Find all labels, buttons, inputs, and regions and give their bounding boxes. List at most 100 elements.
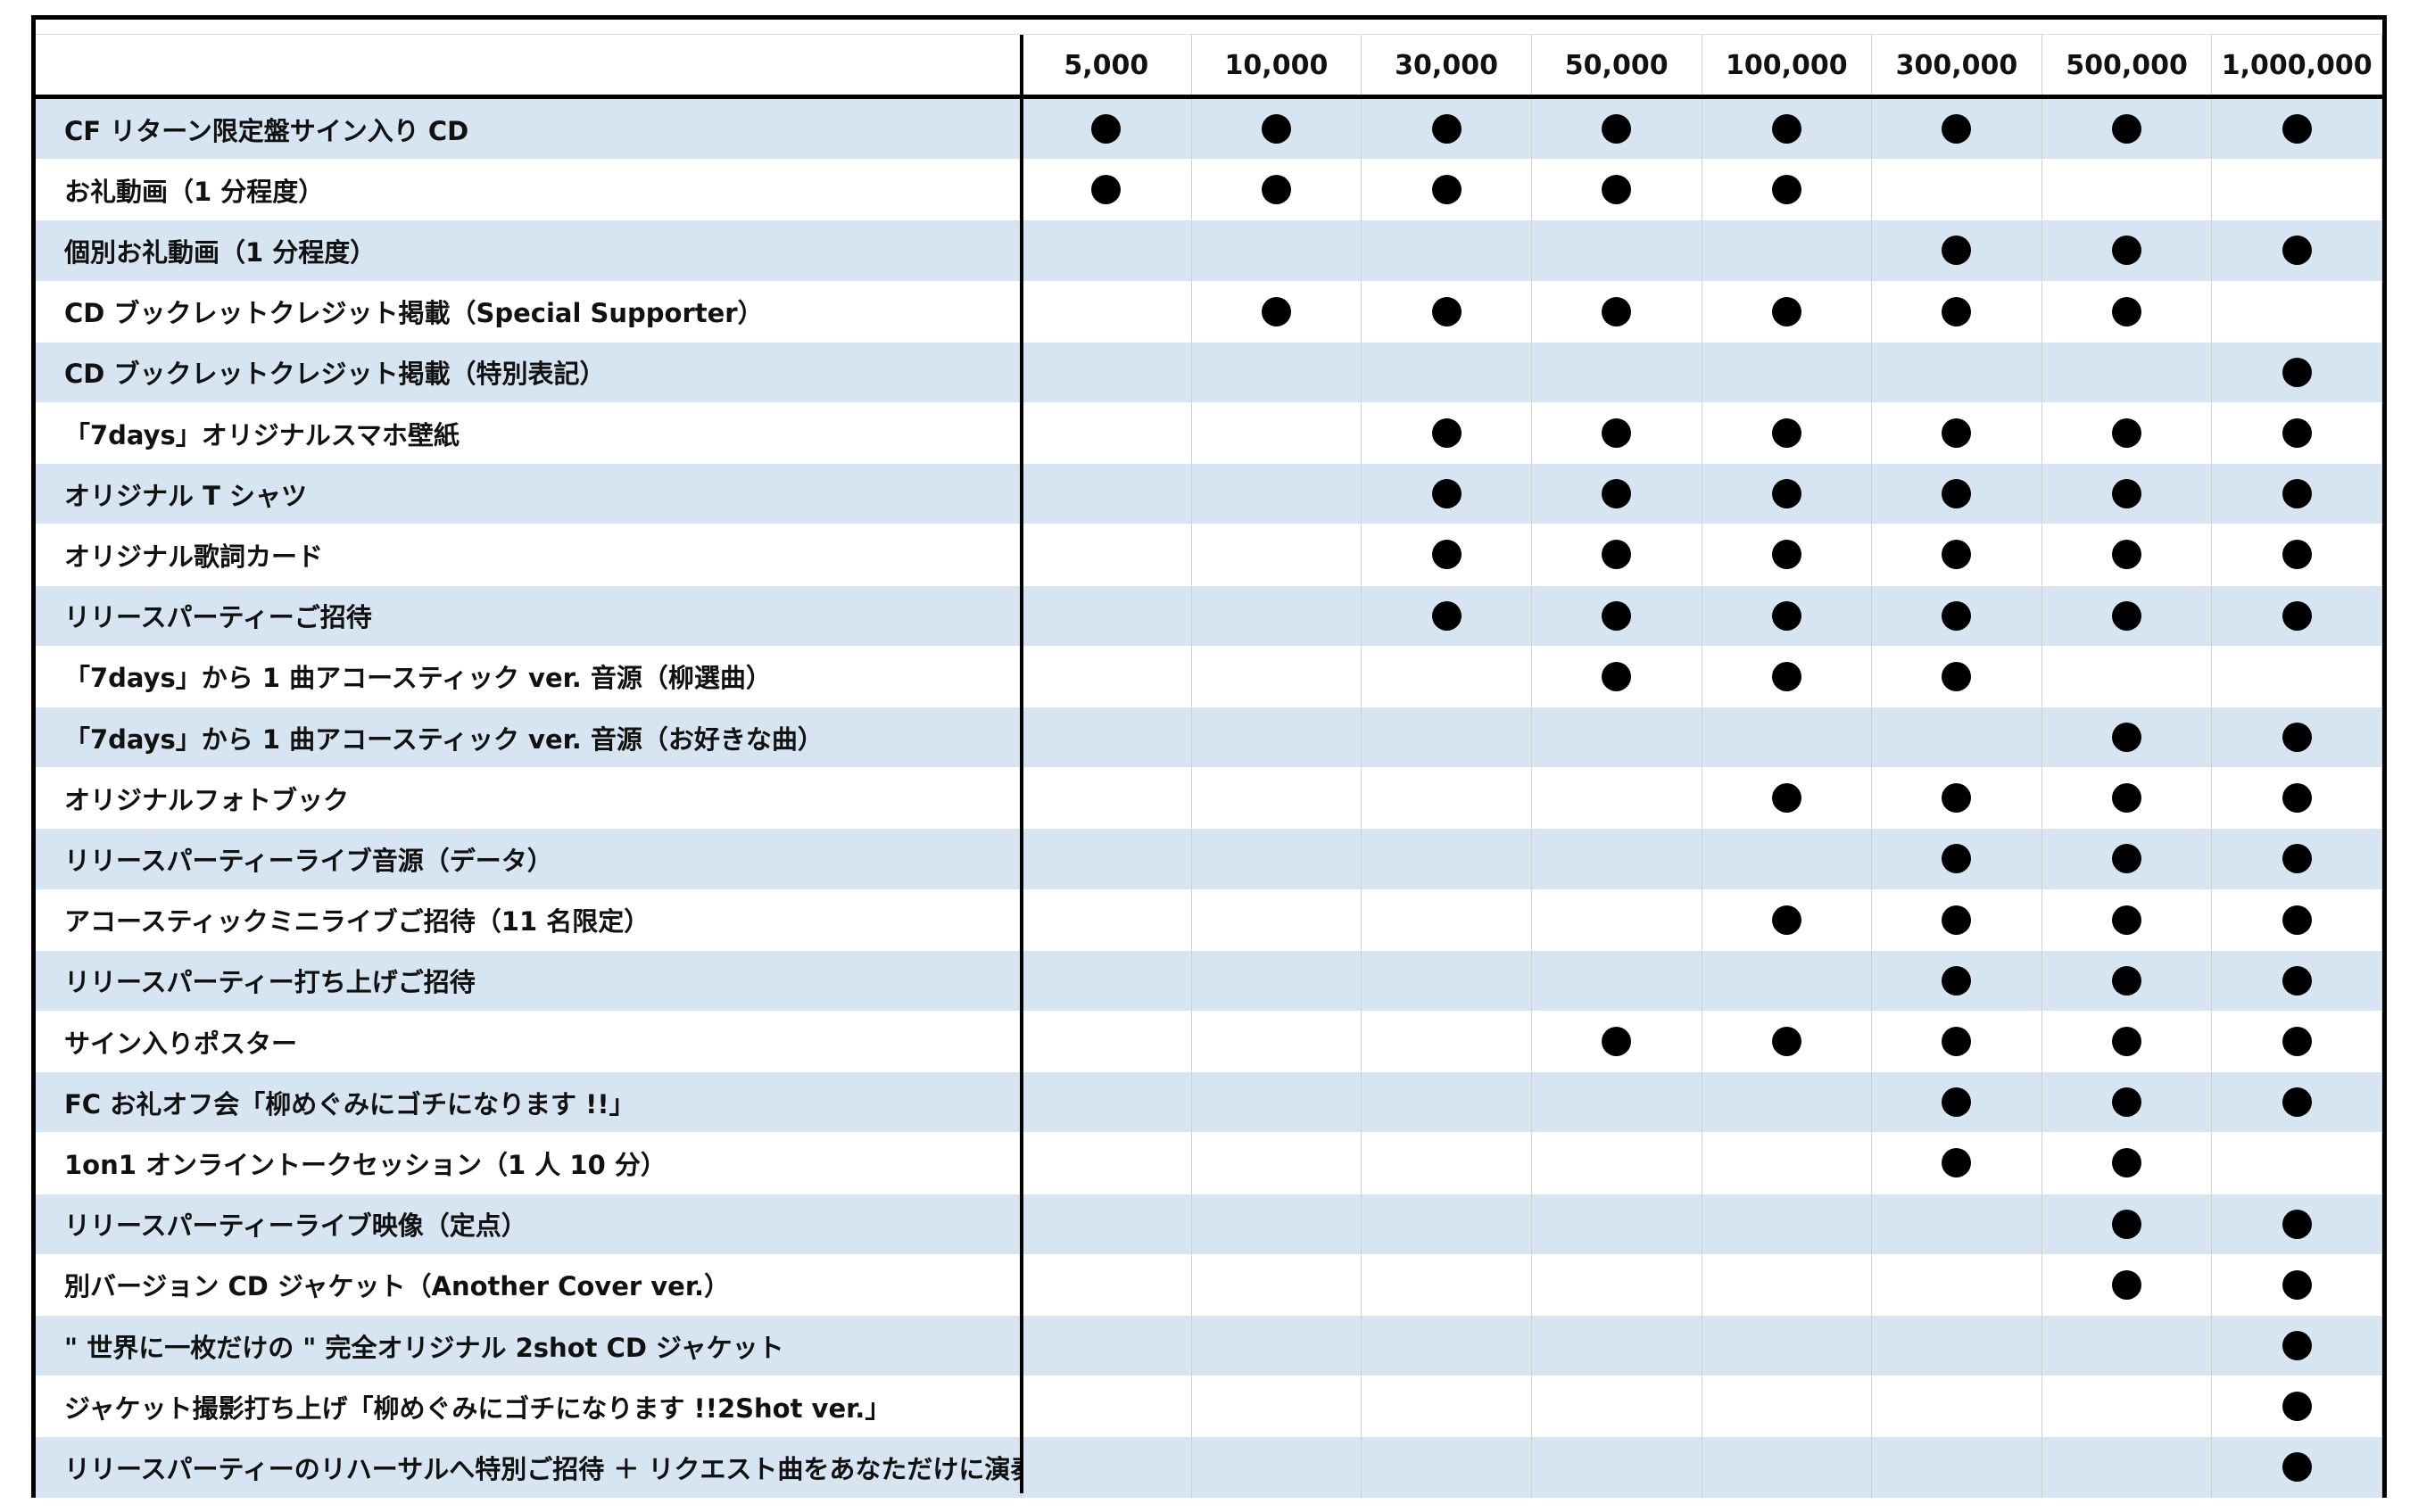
included-dot [1771,114,1801,145]
included-dot [1942,296,1972,326]
tier-cell [2041,1254,2213,1316]
tier-cell [1702,1072,1873,1134]
tier-cell [2212,585,2382,647]
included-dot [1771,479,1801,509]
tier-cell [1531,403,1702,465]
tier-cell [1022,342,1192,403]
tier-cell [2041,1072,2213,1134]
tier-cell [1191,220,1362,282]
included-dot [2112,296,2142,326]
included-dot [1091,114,1122,145]
tier-cell [1872,829,2042,890]
row-label: オリジナル T シャツ [36,464,1022,525]
included-dot [1942,114,1972,145]
tier-cell [1531,281,1702,343]
tier-cell [2041,1376,2213,1438]
included-dot [2112,783,2142,814]
included-dot [1602,296,1632,326]
tier-cell [1362,525,1532,586]
tier-cell [1702,1194,1873,1255]
tier-cell [1191,768,1362,830]
tier-cell [2041,160,2213,221]
tier-cell [1702,342,1873,403]
included-dot [2112,1087,2142,1118]
tier-cell [1022,1012,1192,1073]
tier-cell [1872,525,2042,586]
included-dot [2282,418,2312,449]
tier-cell [1702,1012,1873,1073]
tier-cell [1872,464,2042,525]
included-dot [1091,175,1122,205]
tier-cell [2212,768,2382,830]
tier-cell [2041,768,2213,830]
tier-cell [1191,342,1362,403]
column-header: 50,000 [1531,35,1702,96]
tier-cell [2212,889,2382,951]
included-dot [2112,600,2142,631]
included-dot [1942,1087,1972,1118]
included-dot [2112,1269,2142,1300]
tier-cell [1702,768,1873,830]
tier-cell [2041,342,2213,403]
included-dot [2112,965,2142,996]
tier-cell [1531,1194,1702,1255]
tier-cell [1022,889,1192,951]
included-dot [1602,600,1632,631]
tier-cell [2212,1437,2382,1499]
row-label: サイン入りポスター [36,1012,1022,1073]
included-dot [1942,783,1972,814]
tier-cell [1531,646,1702,707]
tier-cell [1531,1254,1702,1316]
tier-cell [1022,950,1192,1012]
included-dot [1261,114,1291,145]
included-dot [2282,1209,2312,1239]
tier-cell [1362,160,1532,221]
included-dot [2282,1392,2312,1422]
tier-cell [1702,1254,1873,1316]
included-dot [1942,540,1972,570]
tier-cell [2041,281,2213,343]
reward-table: 5,000 10,000 30,000 50,000 100,000 300,000 500… [31,15,2387,1499]
row-label: アコースティックミニライブご招待（11 名限定） [36,889,1022,951]
tier-cell [1531,1133,1702,1194]
tier-cell [1362,464,1532,525]
tier-cell [1362,1072,1532,1134]
tier-cell [1872,1072,2042,1134]
tier-cell [1872,160,2042,221]
tier-cell [1022,281,1192,343]
tier-cell [2212,1012,2382,1073]
row-label: お礼動画（1 分程度） [36,160,1022,221]
included-dot [1431,114,1462,145]
included-dot [1942,661,1972,691]
tier-cell [1022,646,1192,707]
included-dot [1942,418,1972,449]
included-dot [1602,479,1632,509]
tier-cell [2212,1072,2382,1134]
included-dot [2282,965,2312,996]
tier-cell [1702,889,1873,951]
tier-cell [1022,585,1192,647]
tier-cell [1531,464,1702,525]
tier-cell [1191,281,1362,343]
included-dot [1942,965,1972,996]
tier-cell [1362,950,1532,1012]
included-dot [1431,418,1462,449]
included-dot [1771,905,1801,935]
included-dot [1602,114,1632,145]
tier-cell [2041,1194,2213,1255]
tier-cell [1702,220,1873,282]
column-header: 300,000 [1872,35,2042,96]
tier-cell [1872,707,2042,769]
included-dot [1942,905,1972,935]
tier-cell [2041,707,2213,769]
tier-cell [1362,220,1532,282]
included-dot [1771,1027,1801,1057]
tier-cell [1702,646,1873,707]
tier-cell [1022,1194,1192,1255]
tier-cell [1191,829,1362,890]
tier-cell [1022,220,1192,282]
included-dot [2282,357,2312,387]
tier-cell [2041,464,2213,525]
row-label: リリースパーティーライブ映像（定点） [36,1194,1022,1255]
included-dot [1261,296,1291,326]
